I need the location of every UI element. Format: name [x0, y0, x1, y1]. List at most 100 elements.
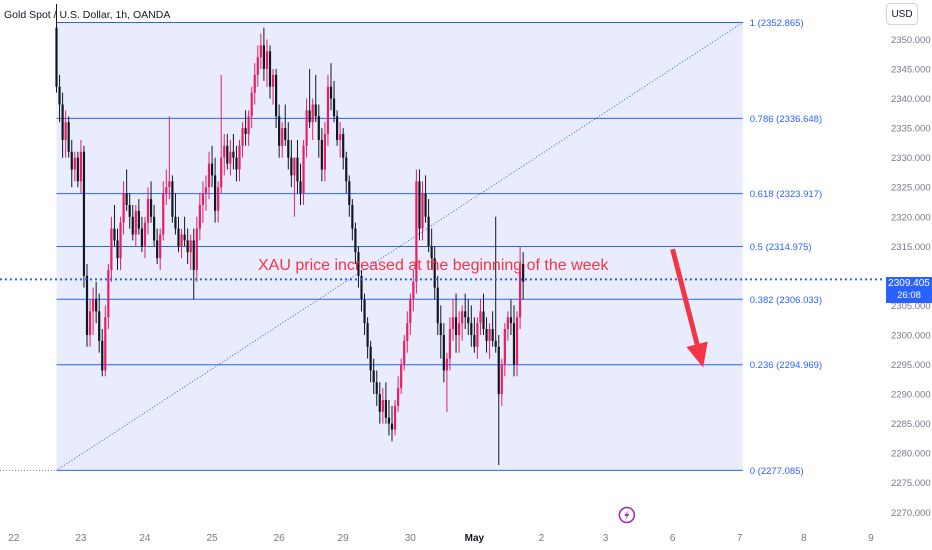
candle-body [192, 240, 195, 270]
candle-body [375, 382, 378, 395]
candle-body [210, 163, 214, 176]
candle-body [509, 317, 513, 324]
candle [101, 329, 104, 377]
y-tick-label: 2275.000 [891, 478, 931, 489]
candle [244, 110, 247, 146]
candle [58, 74, 61, 123]
candle [415, 169, 418, 294]
candlestick-series [55, 4, 525, 465]
fib-level-label: 0.5 (2314.975) [750, 242, 812, 253]
candle-body [357, 252, 360, 276]
candle [497, 334, 500, 465]
candle-body [473, 334, 476, 347]
candle [397, 376, 400, 412]
candle-body [403, 340, 406, 365]
candle-body [284, 128, 287, 140]
candle-body [448, 329, 452, 359]
fib-level-label: 0.618 (2323.917) [750, 189, 822, 200]
candle-body [390, 423, 394, 430]
x-tick-label: 25 [206, 533, 218, 544]
candle [146, 187, 150, 235]
candle-body [214, 175, 217, 211]
candle-body [470, 323, 473, 335]
candle [95, 281, 98, 324]
candle-body [366, 323, 369, 347]
candle [262, 27, 265, 81]
projection-arrow[interactable] [670, 248, 708, 368]
candle-body [464, 311, 467, 318]
candle-body [287, 139, 290, 158]
fibonacci-retracement-levels[interactable] [0, 22, 743, 471]
y-tick-label: 2340.000 [891, 94, 931, 105]
candle-body [336, 116, 339, 140]
candle-body [101, 340, 104, 371]
candle-body [95, 299, 98, 312]
candle-body [159, 234, 162, 259]
chart-annotation[interactable]: XAU price increased at the beginning of … [258, 257, 609, 274]
candle [287, 122, 290, 170]
candle [268, 45, 272, 99]
candle-body [314, 104, 317, 117]
candle-body [378, 394, 381, 412]
candle-body [104, 317, 107, 371]
candle [183, 216, 186, 247]
event-marker-bolt [624, 510, 630, 520]
candle [195, 216, 198, 282]
y-tick-label: 2325.000 [891, 183, 931, 194]
lightning-icon[interactable] [618, 506, 636, 524]
candle-body [271, 74, 275, 87]
candle [85, 264, 89, 347]
candle [119, 216, 122, 270]
candle [198, 193, 201, 241]
candle-body [259, 45, 262, 58]
x-tick-label: 8 [801, 533, 807, 544]
candle [424, 175, 427, 223]
candle-body [165, 187, 168, 194]
candle [116, 228, 119, 270]
candle-body [397, 388, 400, 406]
candle-body [369, 346, 372, 371]
candle [329, 63, 333, 111]
candle [314, 74, 317, 123]
candle-body [296, 157, 299, 182]
candle [110, 216, 113, 282]
candle [436, 275, 439, 335]
candle-body [241, 128, 244, 146]
last-price-badge: 2309.405 26:08 [886, 277, 932, 303]
currency-button[interactable]: USD [886, 3, 918, 25]
candle-body [64, 122, 67, 140]
candle [104, 305, 107, 377]
candle-body [506, 317, 509, 330]
candle-body [384, 399, 387, 418]
candle [162, 181, 165, 241]
candle-body [174, 216, 177, 229]
candle-body [491, 329, 494, 341]
candle [207, 151, 211, 200]
fibonacci-level-labels: 1 (2352.865) 0.786 (2336.648) 0.618 (2323.… [750, 18, 822, 477]
candle [482, 293, 485, 335]
candle-body [320, 139, 323, 170]
candle-body [317, 116, 320, 140]
candle [128, 193, 131, 229]
candle-body [70, 151, 73, 170]
candle [485, 317, 488, 353]
x-tick-label: 26 [274, 533, 286, 544]
candle-body [223, 145, 226, 158]
candle [76, 151, 79, 188]
candle-body [479, 311, 482, 324]
candle [503, 323, 506, 377]
candle [265, 39, 269, 87]
candle-body [339, 134, 342, 140]
candle-body [461, 311, 464, 324]
candle [369, 340, 372, 383]
candle [326, 74, 330, 146]
candle-body [345, 157, 348, 182]
candle-body [467, 317, 470, 324]
candle-body [522, 264, 525, 282]
x-tick-label: May [465, 533, 485, 544]
candle [156, 228, 159, 265]
candle-body [110, 228, 113, 270]
candle [271, 69, 275, 105]
candle-body [168, 181, 171, 188]
